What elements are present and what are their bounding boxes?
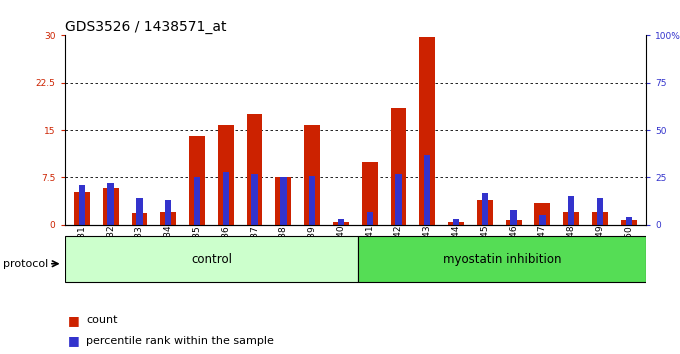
Bar xyxy=(597,198,603,225)
Bar xyxy=(390,108,407,225)
Bar xyxy=(280,177,286,225)
Bar xyxy=(333,222,349,225)
Bar xyxy=(477,200,493,225)
Bar xyxy=(222,172,229,225)
Bar xyxy=(165,200,171,225)
Bar xyxy=(534,203,550,225)
Bar xyxy=(247,114,262,225)
Bar xyxy=(621,220,636,225)
Text: percentile rank within the sample: percentile rank within the sample xyxy=(86,336,274,346)
Bar xyxy=(568,196,575,225)
Bar xyxy=(275,177,291,225)
Bar xyxy=(136,198,143,225)
Bar xyxy=(424,155,430,225)
Bar xyxy=(481,193,488,225)
Bar xyxy=(65,236,358,282)
Bar xyxy=(358,236,646,282)
Bar xyxy=(506,220,522,225)
Bar xyxy=(563,212,579,225)
Bar xyxy=(103,188,118,225)
Text: ■: ■ xyxy=(68,314,80,327)
Bar xyxy=(539,215,545,225)
Bar xyxy=(420,37,435,225)
Bar xyxy=(107,183,114,225)
Bar xyxy=(252,174,258,225)
Bar xyxy=(448,222,464,225)
Text: GDS3526 / 1438571_at: GDS3526 / 1438571_at xyxy=(65,21,226,34)
Bar xyxy=(395,174,402,225)
Bar xyxy=(626,217,632,225)
Bar xyxy=(453,219,459,225)
Bar xyxy=(362,162,377,225)
Bar xyxy=(131,213,148,225)
Text: protocol: protocol xyxy=(3,259,49,269)
Bar xyxy=(189,136,205,225)
Text: ■: ■ xyxy=(68,334,80,347)
Bar xyxy=(160,212,176,225)
Bar xyxy=(79,185,85,225)
Bar xyxy=(592,212,608,225)
Bar xyxy=(194,177,200,225)
Bar xyxy=(309,176,316,225)
Bar xyxy=(338,219,344,225)
Text: myostatin inhibition: myostatin inhibition xyxy=(443,253,561,266)
Bar xyxy=(304,125,320,225)
Bar xyxy=(367,212,373,225)
Bar xyxy=(218,125,234,225)
Bar xyxy=(74,192,90,225)
Text: count: count xyxy=(86,315,118,325)
Text: control: control xyxy=(191,253,232,266)
Bar xyxy=(511,210,517,225)
